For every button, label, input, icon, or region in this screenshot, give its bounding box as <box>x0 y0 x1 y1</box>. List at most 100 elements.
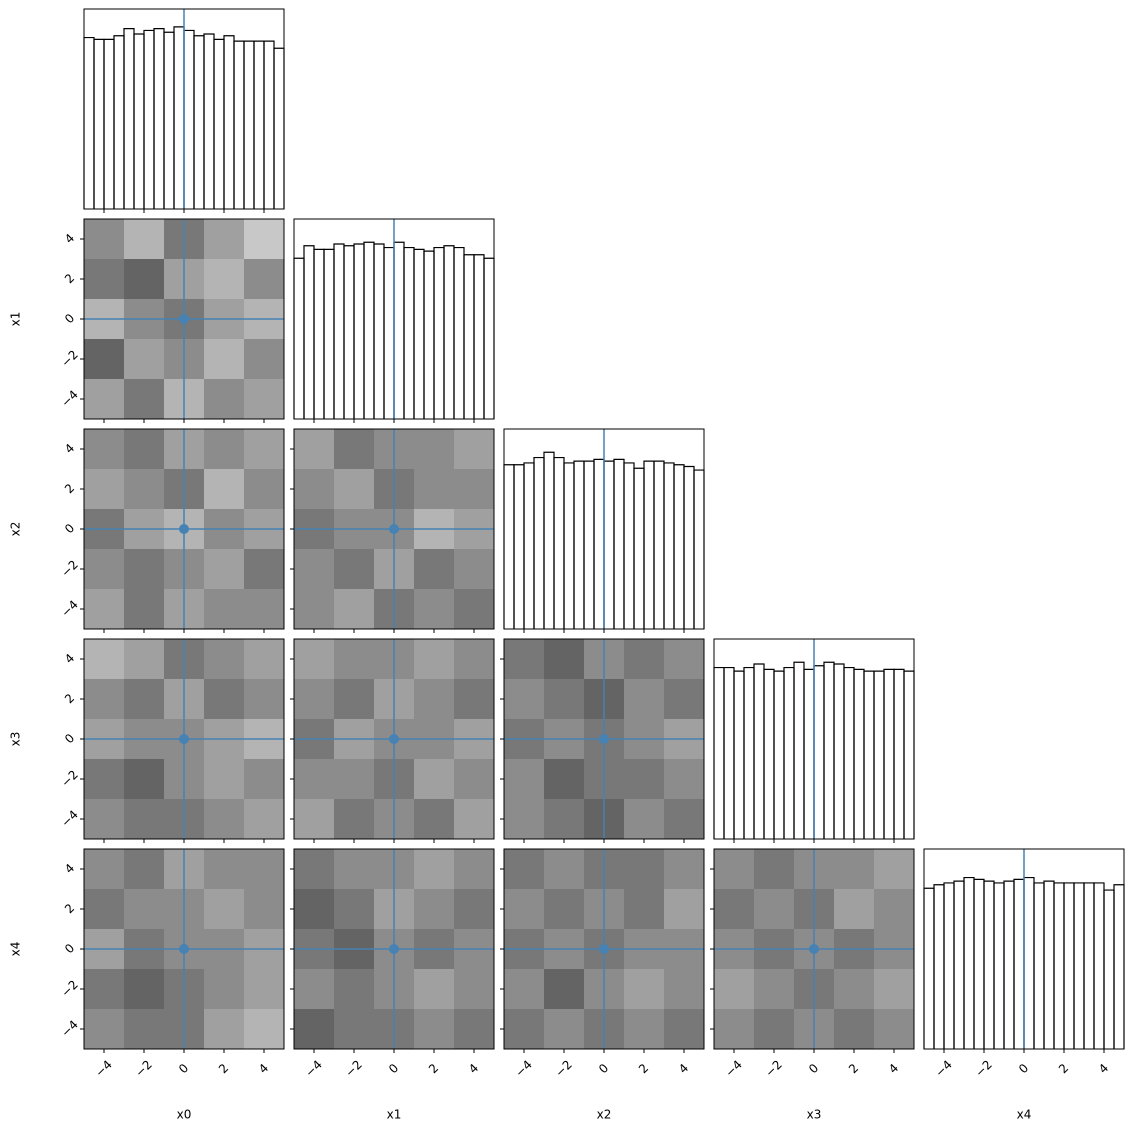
histogram-step <box>663 462 675 629</box>
density-cell <box>714 1009 755 1050</box>
histogram-step <box>933 884 945 1049</box>
y-axis-label: x1 <box>9 312 23 327</box>
density-cell <box>204 889 245 930</box>
histogram-step <box>163 31 175 209</box>
density-cell <box>834 849 875 890</box>
density-cell <box>454 759 495 800</box>
density-cell <box>664 889 705 930</box>
density-cell <box>244 429 285 470</box>
histogram-step <box>963 876 975 1049</box>
x-tick-label: −2 <box>132 1057 154 1079</box>
density-cell <box>204 969 245 1010</box>
histogram-step <box>293 257 305 419</box>
density-cell <box>204 799 245 840</box>
density-cell <box>664 799 705 840</box>
truth-point <box>599 944 609 954</box>
density-cell <box>244 889 285 930</box>
histogram-step <box>853 668 865 839</box>
histogram-step <box>373 243 385 419</box>
density-cell <box>204 429 245 470</box>
x-tick-label: −2 <box>552 1057 574 1079</box>
density-cell <box>124 889 165 930</box>
histogram-step <box>353 243 365 419</box>
histogram-step <box>873 670 885 839</box>
histogram-step <box>1043 880 1055 1049</box>
density-cell <box>414 429 455 470</box>
density-cell <box>334 969 375 1010</box>
density-cell <box>244 849 285 890</box>
y-tick-label: −2 <box>58 767 80 789</box>
density-cell <box>504 639 545 680</box>
x-tick-label: −4 <box>92 1057 114 1079</box>
histogram-step <box>483 257 495 419</box>
y-tick-label: 4 <box>62 651 77 666</box>
y-tick-label: 0 <box>62 941 77 956</box>
x-axis-label: x1 <box>387 1108 402 1122</box>
density-cell <box>334 849 375 890</box>
density-cell <box>124 469 165 510</box>
histogram-step <box>803 668 815 839</box>
density-cell <box>414 1009 455 1050</box>
histogram-step <box>453 246 465 419</box>
histogram-step <box>613 458 625 629</box>
x-tick-label: 4 <box>1096 1061 1111 1076</box>
histogram-step <box>473 254 485 419</box>
histogram-step <box>753 663 765 839</box>
histogram-step <box>183 29 195 209</box>
density-cell <box>124 549 165 590</box>
density-cell <box>294 849 335 890</box>
density-cell <box>84 339 125 380</box>
density-cell <box>624 679 665 720</box>
histogram-step <box>683 465 695 629</box>
histogram-step <box>643 460 655 629</box>
density-cell <box>204 849 245 890</box>
truth-point <box>389 734 399 744</box>
x-tick-label: −4 <box>512 1057 534 1079</box>
x-tick-label: 4 <box>676 1061 691 1076</box>
histogram-step <box>83 36 95 209</box>
density-cell <box>124 849 165 890</box>
density-cell <box>544 639 585 680</box>
density-cell <box>414 969 455 1010</box>
x-tick-label: −4 <box>302 1057 324 1079</box>
x-tick-label: 0 <box>596 1061 611 1076</box>
density-cell <box>124 429 165 470</box>
histogram-step <box>303 245 315 419</box>
histogram-step <box>843 666 855 839</box>
density-cell <box>454 429 495 470</box>
density-cell <box>84 379 125 420</box>
y-tick-label: −4 <box>58 597 80 619</box>
density-cell <box>454 639 495 680</box>
density-cell <box>544 799 585 840</box>
density-cell <box>204 639 245 680</box>
histogram-step <box>573 460 585 629</box>
x-tick-label: −2 <box>972 1057 994 1079</box>
histogram-step <box>403 246 415 419</box>
x-tick-label: 4 <box>886 1061 901 1076</box>
density-cell <box>754 1009 795 1050</box>
density-cell <box>244 1009 285 1050</box>
histogram-step <box>783 666 795 839</box>
density-cell <box>84 799 125 840</box>
histogram-step <box>203 33 215 209</box>
x-tick-label: 2 <box>1056 1061 1071 1076</box>
density-cell <box>84 969 125 1010</box>
y-tick-label: 0 <box>62 311 77 326</box>
x-tick-label: 4 <box>256 1061 271 1076</box>
histogram-step <box>273 47 285 209</box>
density-cell <box>84 889 125 930</box>
histogram-step <box>943 882 955 1049</box>
x-axis-label: x4 <box>1017 1108 1032 1122</box>
y-tick-label: −2 <box>58 347 80 369</box>
truth-point <box>389 944 399 954</box>
density-cell <box>334 589 375 630</box>
histogram-step <box>693 469 705 629</box>
histogram-step <box>923 887 935 1049</box>
density-cell <box>664 759 705 800</box>
y-tick-label: 4 <box>62 861 77 876</box>
density-cell <box>294 589 335 630</box>
density-cell <box>244 469 285 510</box>
histogram-step <box>233 40 245 209</box>
density-cell <box>834 969 875 1010</box>
